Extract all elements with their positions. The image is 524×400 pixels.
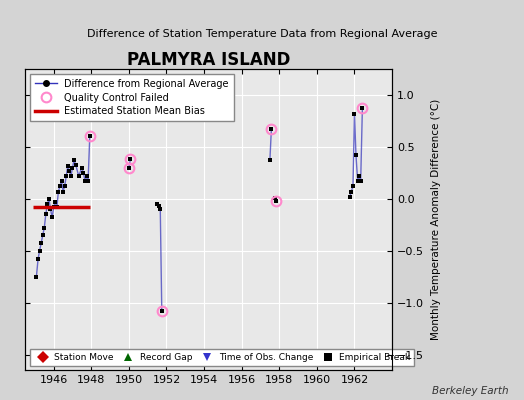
Text: Difference of Station Temperature Data from Regional Average: Difference of Station Temperature Data f… — [87, 29, 437, 39]
Legend: Station Move, Record Gap, Time of Obs. Change, Empirical Break: Station Move, Record Gap, Time of Obs. C… — [30, 350, 414, 366]
Title: PALMYRA ISLAND: PALMYRA ISLAND — [127, 51, 290, 69]
Text: Berkeley Earth: Berkeley Earth — [432, 386, 508, 396]
Y-axis label: Monthly Temperature Anomaly Difference (°C): Monthly Temperature Anomaly Difference (… — [431, 99, 441, 340]
